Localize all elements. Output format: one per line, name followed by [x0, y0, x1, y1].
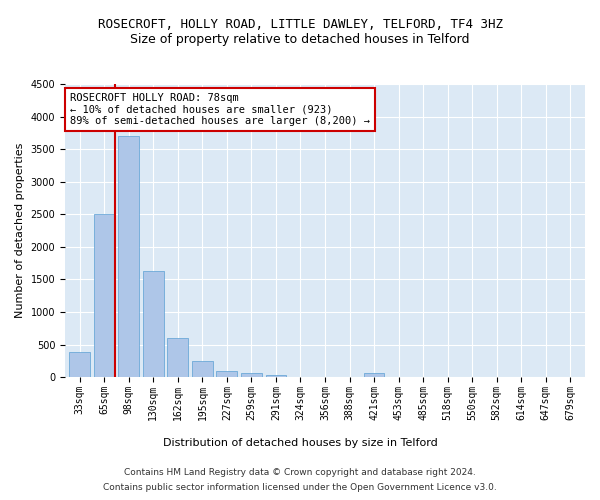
Text: ROSECROFT HOLLY ROAD: 78sqm
← 10% of detached houses are smaller (923)
89% of se: ROSECROFT HOLLY ROAD: 78sqm ← 10% of det…: [70, 93, 370, 126]
Text: Size of property relative to detached houses in Telford: Size of property relative to detached ho…: [130, 32, 470, 46]
Y-axis label: Number of detached properties: Number of detached properties: [15, 143, 25, 318]
Bar: [167, 338, 188, 377]
Text: ROSECROFT, HOLLY ROAD, LITTLE DAWLEY, TELFORD, TF4 3HZ: ROSECROFT, HOLLY ROAD, LITTLE DAWLEY, TE…: [97, 18, 503, 30]
Bar: [241, 373, 262, 377]
Bar: [143, 271, 164, 377]
Text: Distribution of detached houses by size in Telford: Distribution of detached houses by size …: [163, 438, 437, 448]
Bar: [118, 136, 139, 377]
Bar: [266, 374, 286, 377]
Text: Contains HM Land Registry data © Crown copyright and database right 2024.: Contains HM Land Registry data © Crown c…: [124, 468, 476, 477]
Bar: [70, 352, 90, 377]
Bar: [192, 362, 213, 377]
Text: Contains public sector information licensed under the Open Government Licence v3: Contains public sector information licen…: [103, 483, 497, 492]
Bar: [94, 214, 115, 377]
Bar: [364, 373, 385, 377]
Bar: [217, 370, 238, 377]
